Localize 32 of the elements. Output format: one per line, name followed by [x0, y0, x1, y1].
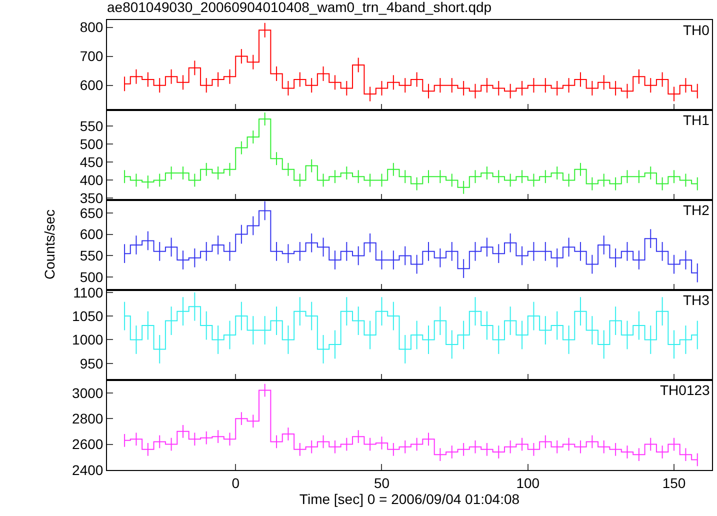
y-tick-label: 500: [80, 269, 104, 286]
annotation: TH3: [683, 292, 710, 308]
y-tick-label: 950: [80, 355, 104, 372]
y-axis-title: Counts/sec: [42, 209, 58, 280]
x-tick-label: 150: [662, 474, 686, 491]
y-tick-label: 450: [80, 154, 104, 170]
x-tick-label: 0: [232, 474, 240, 491]
y-tick-label: 1100: [73, 284, 104, 300]
x-tick-label: 50: [374, 474, 390, 491]
y-tick-label: 2400: [72, 462, 104, 478]
chart-title: ae801049030_20060904010408_wam0_trn_4band_short.qdp: [107, 0, 492, 15]
y-tick-label: 1000: [72, 332, 104, 348]
annotation: TH0: [683, 22, 710, 38]
annotation: TH0123: [660, 382, 710, 398]
annotation: TH1: [683, 112, 710, 128]
y-tick-label: 600: [80, 77, 104, 94]
y-tick-label: 650: [80, 204, 104, 221]
x-axis-title: Time [sec] 0 = 2006/09/04 01:04:08: [299, 491, 520, 508]
y-tick-label: 3000: [72, 384, 104, 401]
y-tick-label: 800: [80, 19, 104, 36]
y-tick-label: 600: [80, 226, 104, 242]
annotation: TH2: [683, 202, 710, 218]
y-tick-label: 350: [80, 190, 104, 206]
y-tick-label: 400: [80, 172, 104, 188]
y-tick-label: 700: [80, 48, 104, 64]
y-tick-label: 2800: [72, 410, 104, 426]
y-tick-label: 500: [80, 136, 104, 152]
y-tick-label: 2600: [72, 436, 104, 452]
y-tick-label: 550: [80, 118, 104, 134]
x-tick-label: 100: [516, 474, 540, 491]
y-tick-label: 550: [80, 248, 104, 264]
y-tick-label: 1050: [72, 308, 104, 324]
